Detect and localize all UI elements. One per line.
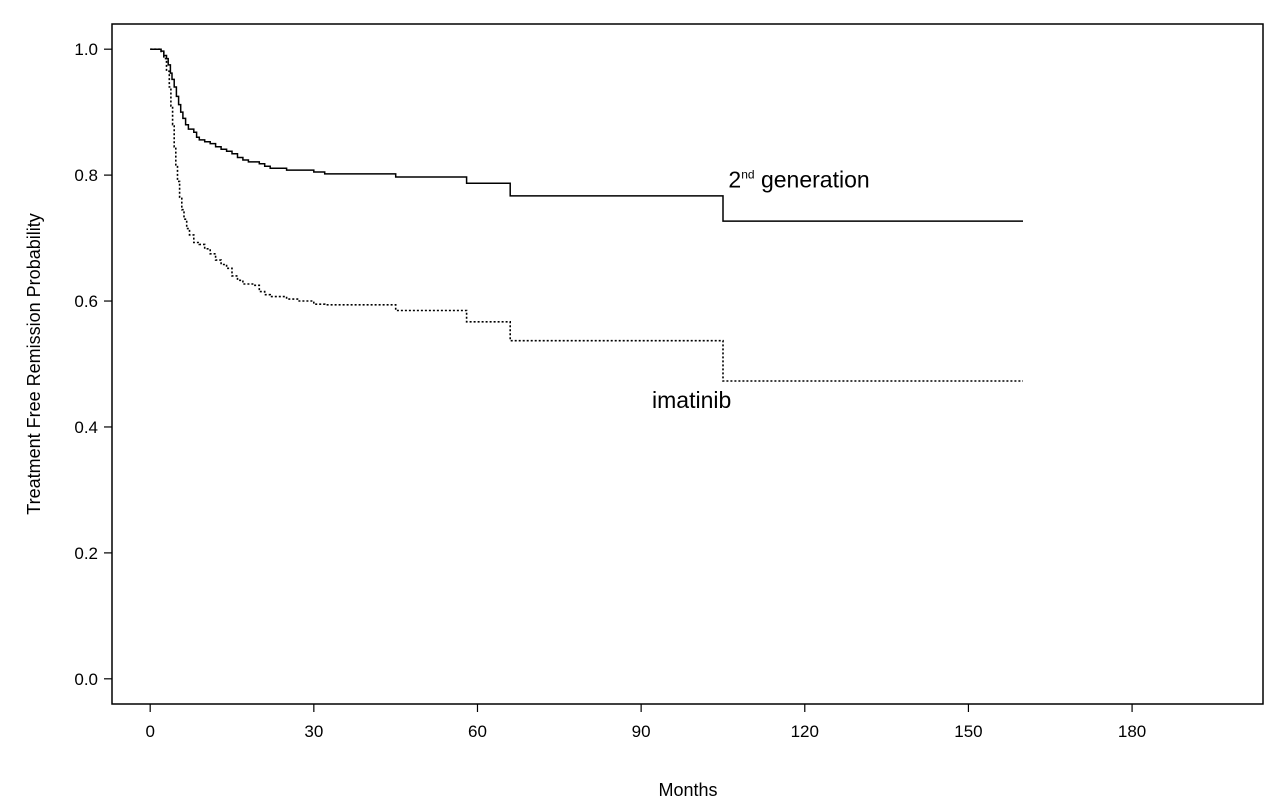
y-axis: 0.0 0.2 0.4 0.6 0.8 1.0 xyxy=(74,40,112,689)
y-tick-label: 0.0 xyxy=(74,670,98,689)
plot-frame xyxy=(111,23,1264,705)
y-tick-label: 0.2 xyxy=(74,544,98,563)
series-line-second-generation xyxy=(150,48,1023,222)
y-axis-label: Treatment Free Remission Probability xyxy=(24,213,44,514)
x-tick-label: 180 xyxy=(1118,722,1146,741)
x-tick-label: 60 xyxy=(468,722,487,741)
y-tick-label: 1.0 xyxy=(74,40,98,59)
annotation-second-generation: 2nd generation xyxy=(728,167,869,193)
x-axis-label: Months xyxy=(658,780,717,800)
annotation-main-text: 2 xyxy=(728,167,741,193)
survival-curves xyxy=(150,48,1023,382)
annotation-imatinib: imatinib xyxy=(652,387,731,413)
x-axis: 0 30 60 90 120 150 180 xyxy=(145,704,1146,741)
x-tick-label: 90 xyxy=(632,722,651,741)
series-line-imatinib xyxy=(150,48,1023,382)
y-tick-label: 0.6 xyxy=(74,292,98,311)
x-tick-label: 0 xyxy=(145,722,154,741)
x-tick-label: 30 xyxy=(304,722,323,741)
annotation-superscript: nd xyxy=(741,168,754,182)
annotation-rest-text: generation xyxy=(755,167,870,193)
y-tick-label: 0.4 xyxy=(74,418,98,437)
y-tick-label: 0.8 xyxy=(74,166,98,185)
x-tick-label: 120 xyxy=(791,722,819,741)
x-tick-label: 150 xyxy=(954,722,982,741)
series-annotations: 2nd generation imatinib xyxy=(652,167,870,413)
